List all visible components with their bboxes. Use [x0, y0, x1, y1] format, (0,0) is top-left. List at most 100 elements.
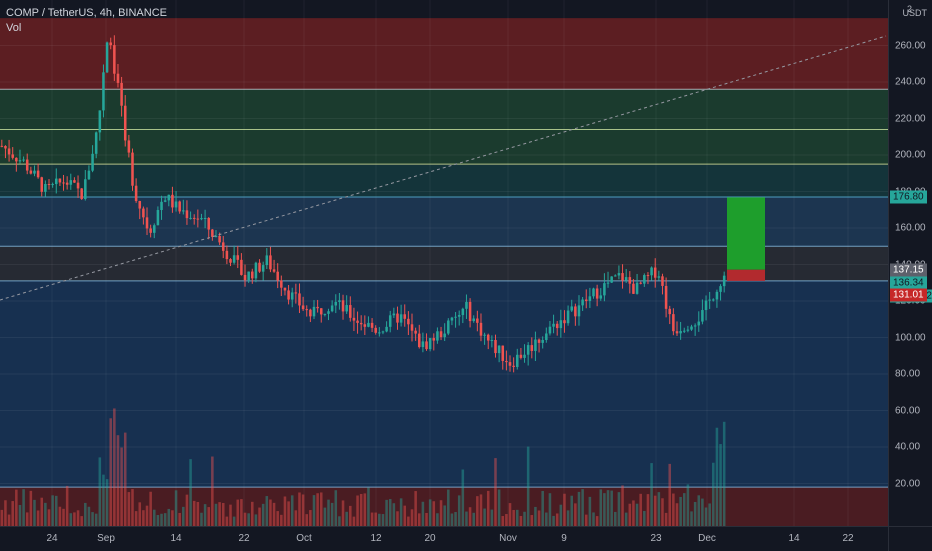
volume-bar [178, 512, 181, 526]
candle-body [617, 273, 621, 276]
price-badge-target[interactable]: 176.80 [890, 190, 927, 204]
volume-bar [196, 501, 200, 526]
candle-body [432, 338, 436, 341]
candle-body [84, 179, 87, 200]
long-position-tool[interactable] [727, 197, 765, 281]
position-target-zone[interactable] [727, 197, 765, 270]
volume-bar [439, 500, 443, 526]
volume-bar [581, 489, 584, 526]
volume-bar [87, 506, 91, 526]
volume-bar [490, 509, 494, 526]
volume-bar [363, 493, 367, 526]
price-badge-entry[interactable]: 137.15 [890, 263, 927, 277]
candle-body [349, 305, 352, 318]
candle-body [153, 225, 156, 233]
volume-bar [403, 505, 407, 526]
candlesticks [0, 35, 726, 373]
volume-bar [679, 496, 682, 526]
price-badge-stop[interactable]: 131.01 [890, 288, 927, 302]
volume-bar [617, 492, 621, 526]
dashed-trendline[interactable] [0, 35, 887, 301]
volume-bar [84, 502, 87, 526]
volume-bar [323, 507, 327, 526]
candle-body [516, 354, 519, 367]
volume-bar [240, 499, 243, 526]
candle-body [352, 317, 356, 321]
time-axis[interactable]: 24 Sep 14 22 Oct 12 20 Nov 9 23 Dec 14 22 [0, 526, 888, 551]
volume-bar [160, 513, 163, 526]
volume-bar [378, 513, 381, 526]
candle-body [330, 305, 334, 312]
candle-body [174, 201, 178, 208]
volume-bar [142, 510, 145, 526]
volume-bar [25, 512, 29, 526]
candle-body [388, 315, 392, 327]
candle-body [363, 324, 367, 327]
candle-body [664, 285, 668, 309]
volume-bar [298, 492, 301, 526]
volume-bar [414, 491, 417, 526]
volume-bar [319, 492, 323, 526]
candle-body [105, 42, 109, 73]
candle-body [359, 322, 363, 325]
time-tick-label: 23 [650, 533, 662, 544]
time-tick-label: Oct [296, 533, 312, 544]
candle-body [65, 182, 69, 185]
position-stop-zone[interactable] [727, 269, 765, 281]
candle-body [541, 339, 544, 343]
candle-body [476, 318, 479, 323]
volume-bar [207, 507, 210, 526]
volume-bar [719, 444, 722, 526]
volume-bar [218, 502, 221, 526]
price-axis[interactable]: USDT 2 260.00240.00220.00200.00180.00160… [888, 0, 932, 526]
currency-label[interactable]: USDT [902, 8, 928, 18]
candle-body [309, 309, 312, 317]
candle-body [185, 210, 189, 219]
volume-bar [468, 507, 472, 526]
candle-body [251, 271, 254, 279]
volume-bar [606, 490, 610, 526]
candle-body [468, 301, 472, 322]
volume-bar [280, 514, 283, 526]
candle-body [686, 329, 690, 331]
candle-body [272, 269, 276, 272]
volume-bar [18, 505, 22, 526]
candle-body [457, 315, 461, 317]
volume-bar [668, 463, 672, 526]
price-zone-1 [0, 89, 888, 165]
volume-indicator-label[interactable]: Vol [6, 22, 22, 34]
candle-body [131, 152, 134, 186]
price-badge-last[interactable]: 136.34 [890, 276, 927, 290]
candle-body [486, 334, 490, 341]
volume-bar [261, 503, 265, 526]
candle-body [7, 148, 11, 155]
volume-bar [276, 511, 279, 526]
candle-body [668, 308, 672, 315]
candle-body [214, 235, 218, 237]
candle-body [581, 299, 584, 306]
candle-body [54, 178, 58, 185]
chart-canvas[interactable] [0, 0, 888, 526]
volume-bar [465, 511, 468, 526]
grid-lines [0, 0, 888, 526]
price-zone-5 [0, 280, 888, 520]
volume-bar [635, 503, 639, 526]
volume-bar [672, 493, 675, 526]
volume-bar [425, 512, 428, 526]
candle-body [697, 321, 701, 326]
candle-body [610, 276, 613, 283]
symbol-title[interactable]: COMP / TetherUS, 4h, BINANCE [6, 7, 167, 19]
volume-bar [614, 511, 617, 526]
candle-body [682, 330, 686, 332]
candle-body [109, 42, 112, 46]
volume-bar [91, 512, 94, 526]
volume-bar [559, 504, 563, 526]
candle-body [534, 339, 537, 351]
volume-bar [472, 512, 475, 526]
candle-body [276, 271, 279, 281]
volume-bar [385, 499, 388, 526]
candle-body [171, 194, 174, 208]
volume-bar [345, 511, 348, 526]
volume-bar [693, 501, 697, 526]
candle-body [378, 332, 381, 334]
